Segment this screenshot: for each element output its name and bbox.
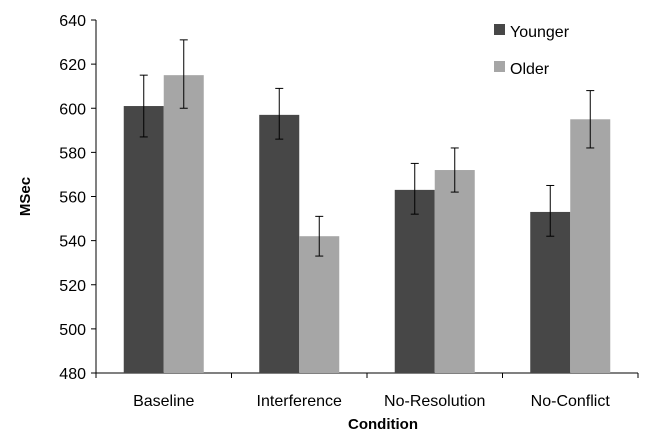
error-bar: [546, 184, 555, 237]
y-tick-label: 620: [59, 57, 86, 74]
bar-older-baseline: [163, 75, 204, 373]
bar-younger-interference: [259, 114, 300, 374]
legend: Younger Older: [494, 24, 570, 78]
y-axis: 480 500 520 540 560 580 600 620 640: [59, 13, 97, 383]
x-axis: Baseline Interference No-Resolution No-Conf…: [95, 372, 639, 410]
error-bar: [450, 147, 459, 193]
y-tick-label: 500: [59, 322, 86, 339]
category-label: Interference: [257, 393, 342, 410]
x-ticks: Baseline Interference No-Resolution No-Conf…: [95, 373, 639, 410]
y-tick-label: 480: [59, 366, 86, 383]
bar-older-no-conflict: [570, 119, 611, 373]
y-tick-label: 600: [59, 101, 86, 118]
bar-younger-no-conflict: [530, 211, 571, 373]
category-label: Baseline: [133, 393, 194, 410]
bars: [123, 75, 611, 374]
bar-older-no-resolution: [434, 170, 475, 373]
legend-label-older: Older: [510, 61, 550, 78]
category-label: No-Resolution: [384, 393, 485, 410]
y-tick-label: 640: [59, 13, 86, 30]
bar-younger-no-resolution: [394, 189, 435, 373]
x-axis-title: Condition: [348, 416, 418, 432]
legend-swatch-younger: [494, 24, 505, 35]
y-tick-label: 560: [59, 190, 86, 207]
error-bar: [179, 39, 188, 109]
y-tick-label: 580: [59, 145, 86, 162]
error-bar: [275, 87, 284, 140]
error-bar: [139, 74, 148, 138]
error-bar: [586, 90, 595, 149]
y-tick-label: 540: [59, 234, 86, 251]
category-label: No-Conflict: [531, 393, 611, 410]
bar-younger-baseline: [123, 106, 164, 373]
bar-older-interference: [299, 236, 340, 373]
y-axis-title: MSec: [17, 177, 34, 216]
legend-swatch-older: [494, 61, 505, 72]
error-bars: [139, 39, 595, 257]
legend-label-younger: Younger: [510, 24, 570, 41]
y-ticks: 480 500 520 540 560 580 600 620 640: [59, 13, 96, 383]
error-bar: [315, 215, 324, 257]
y-tick-label: 520: [59, 278, 86, 295]
error-bar: [410, 162, 419, 215]
